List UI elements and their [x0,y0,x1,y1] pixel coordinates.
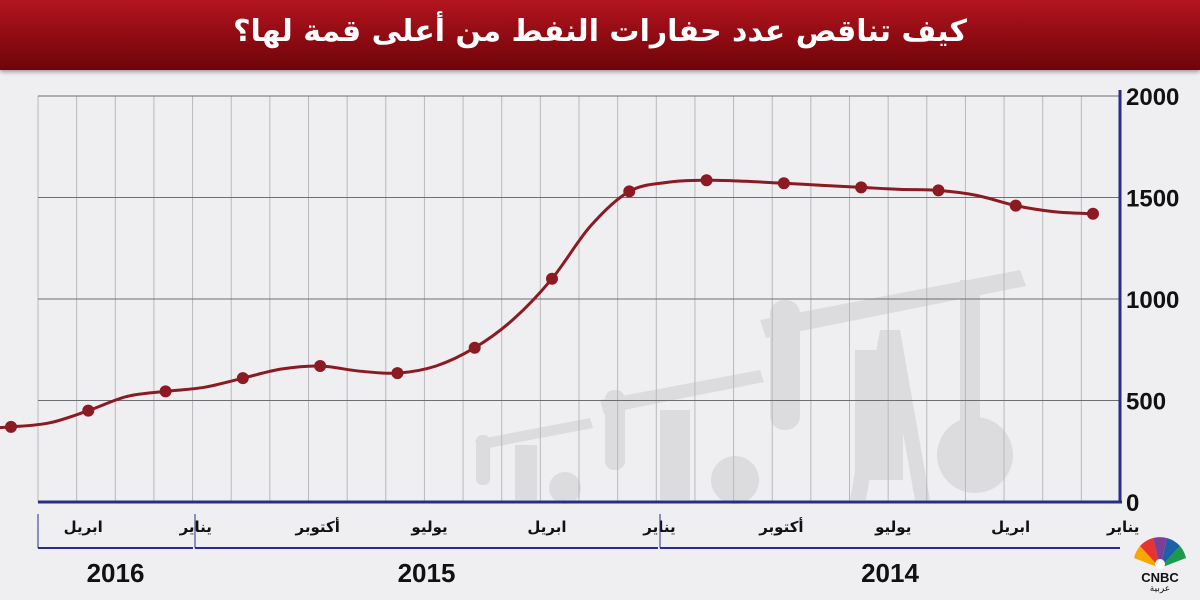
data-point [5,420,17,433]
y-axis-tick-labels: 0 500 1000 1500 2000 [1126,84,1179,517]
year-label: 2014 [861,558,919,588]
data-point [391,367,404,380]
data-point [932,184,945,197]
x-tick-label: يناير [642,518,675,536]
year-labels: 2014 2015 2016 [87,558,920,588]
data-point [777,177,790,190]
x-tick-label: ابريل [991,518,1030,536]
data-point [700,174,713,187]
data-point [159,385,172,398]
x-tick-label: يوليو [874,518,911,536]
year-separators [37,514,1120,549]
x-tick-label: يوليو [410,518,447,536]
data-point [855,181,868,194]
y-tick-label: 1500 [1126,186,1179,213]
y-tick-label: 500 [1126,389,1166,416]
data-point [623,185,636,198]
x-tick-label: يناير [1106,518,1139,536]
x-axis-tick-labels: يناير ابريل يوليو أكتوبر يناير ابريل يوليو أكتو… [64,517,1140,536]
logo-wordmark: CNBC [1141,570,1179,585]
data-point [1009,199,1022,212]
data-point [82,404,95,417]
pumpjack-watermark-icon [475,270,1026,504]
y-tick-label: 1000 [1126,287,1179,314]
y-tick-label: 0 [1126,490,1139,517]
chart-title: كيف تناقص عدد حفارات النفط من أعلى قمة ل… [233,14,967,49]
cnbc-logo: CNBC عربية [1128,532,1192,596]
logo-subtext: عربية [1149,584,1171,594]
data-point [468,341,481,354]
data-point [546,272,558,285]
data-point [1087,207,1099,220]
x-tick-label: أكتوبر [295,517,340,536]
year-label: 2016 [87,558,145,588]
data-point [236,372,249,385]
x-tick-label: ابريل [64,518,103,536]
x-tick-label: أكتوبر [758,517,803,536]
series-points [5,174,1099,433]
x-tick-label: ابريل [527,518,566,536]
peacock-icon [1134,537,1186,569]
title-bar: كيف تناقص عدد حفارات النفط من أعلى قمة ل… [0,0,1200,70]
y-tick-label: 2000 [1126,84,1179,111]
year-label: 2015 [398,558,456,588]
horizontal-gridlines [38,95,1120,401]
data-point [314,359,327,372]
axes [38,90,1122,504]
